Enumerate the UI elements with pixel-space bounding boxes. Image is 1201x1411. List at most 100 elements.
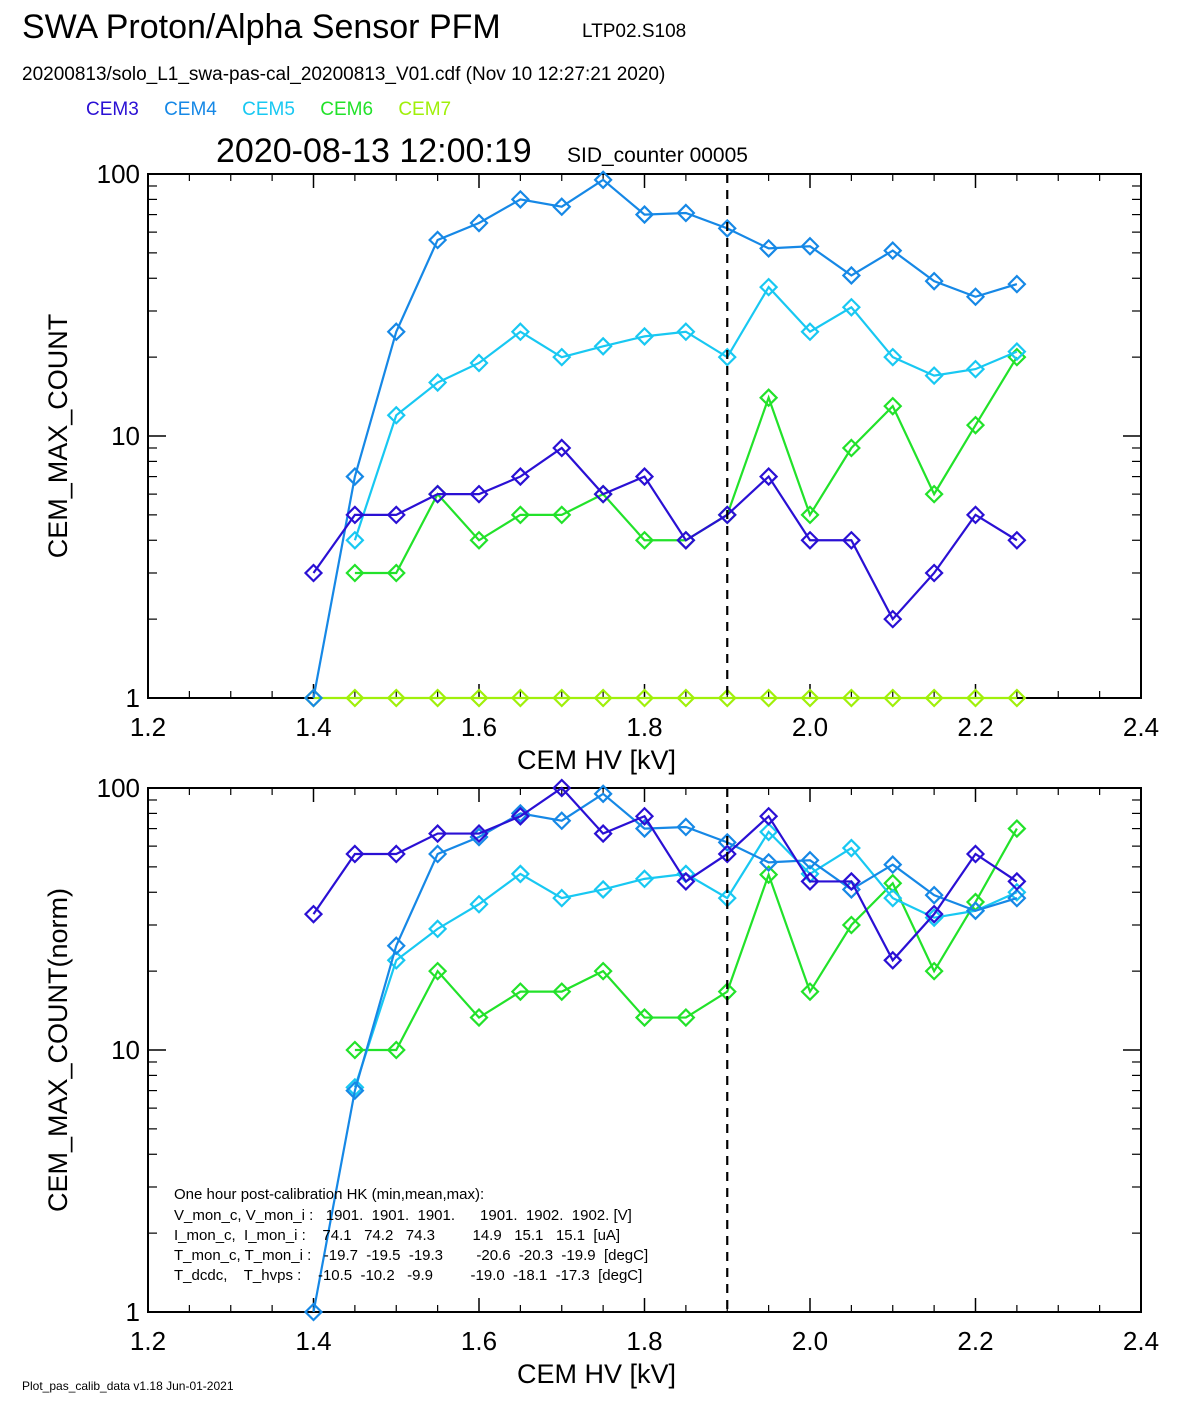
data-point	[676, 871, 696, 891]
data-point	[593, 170, 613, 190]
data-point	[428, 824, 448, 844]
data-point	[510, 864, 530, 884]
data-point	[841, 688, 861, 708]
data-point	[717, 832, 737, 852]
x-tick-label: 1.4	[295, 712, 331, 742]
data-point	[800, 322, 820, 342]
data-point	[759, 806, 779, 826]
data-point	[800, 982, 820, 1002]
data-point	[841, 871, 861, 891]
data-point	[386, 322, 406, 342]
data-point	[759, 852, 779, 872]
data-point	[593, 484, 613, 504]
y-tick-label: 1	[126, 683, 140, 713]
data-point	[593, 824, 613, 844]
data-point	[345, 1040, 365, 1060]
data-point	[800, 530, 820, 550]
data-point	[469, 530, 489, 550]
data-point	[924, 885, 944, 905]
x-tick-label: 1.2	[130, 712, 166, 742]
data-point	[883, 688, 903, 708]
x-tick-label: 2.4	[1123, 712, 1159, 742]
x-tick-label: 1.8	[626, 712, 662, 742]
series-cem3	[303, 778, 1027, 970]
hk-row: T_dcdc, T_hvps : -10.5 -10.2 -9.9 -19.0 …	[174, 1267, 642, 1284]
y-tick-label: 10	[111, 1035, 140, 1065]
plot-frame	[147, 173, 1142, 699]
chart-panel-2: 1.2 1.4 1.6 1.8 2.0 2.2 2.4 1 10 100 CEM HV [kV] CE…	[43, 773, 1159, 1389]
data-point	[965, 415, 986, 435]
legend-cem7: CEM7	[398, 99, 452, 120]
x-tick-label: 1.6	[461, 712, 497, 742]
data-point	[1007, 882, 1027, 902]
series-cem6	[345, 819, 1027, 1060]
data-point	[1007, 530, 1027, 550]
data-point	[965, 287, 986, 307]
data-point	[800, 871, 820, 891]
data-point	[593, 961, 613, 981]
x-axis-label: CEM HV [kV]	[517, 745, 676, 775]
data-point	[924, 271, 944, 291]
data-point	[386, 563, 406, 583]
data-point	[924, 908, 944, 928]
data-point	[469, 484, 489, 504]
data-point	[345, 530, 365, 550]
data-point	[510, 982, 530, 1002]
data-point	[428, 844, 448, 864]
data-point	[634, 205, 655, 225]
series-line	[353, 285, 1018, 541]
data-point	[676, 203, 696, 223]
x-tick-label: 2.0	[792, 1326, 828, 1356]
data-point	[1007, 688, 1027, 708]
data-point	[386, 505, 406, 525]
data-point	[717, 218, 737, 238]
data-point	[510, 688, 530, 708]
data-point	[428, 688, 448, 708]
data-point	[676, 322, 696, 342]
data-point	[676, 817, 696, 837]
x-tick-label: 1.6	[461, 1326, 497, 1356]
data-point	[634, 467, 655, 487]
data-point	[800, 505, 820, 525]
data-point	[469, 824, 489, 844]
data-point	[1007, 871, 1027, 891]
data-point	[965, 688, 986, 708]
data-point	[965, 505, 986, 525]
chart-panel-1: 1.2 1.4 1.6 1.8 2.0 2.2 2.4 1 10 100 CEM HV [kV] CE…	[43, 159, 1159, 775]
data-point	[634, 688, 655, 708]
data-point	[841, 838, 861, 858]
data-point	[593, 336, 613, 356]
series-cem6	[345, 347, 1027, 583]
legend-cem4: CEM4	[164, 99, 217, 120]
data-point	[717, 505, 737, 525]
data-point	[552, 778, 572, 798]
run-id: LTP02.S108	[582, 21, 687, 42]
data-point	[759, 388, 779, 408]
data-point	[759, 688, 779, 708]
sid-counter: SID_counter 00005	[567, 144, 748, 167]
data-point	[345, 844, 365, 864]
data-point	[510, 467, 530, 487]
data-point	[965, 844, 986, 864]
y-tick-label: 1	[126, 1297, 140, 1327]
data-point	[469, 353, 489, 373]
data-point	[676, 1007, 696, 1028]
data-point	[386, 405, 406, 425]
data-point	[841, 297, 861, 317]
data-point	[345, 563, 365, 583]
data-point	[634, 530, 655, 550]
data-point	[552, 438, 572, 458]
data-point	[510, 189, 530, 209]
series-line	[312, 446, 1018, 622]
data-point	[510, 505, 530, 525]
data-point	[800, 850, 820, 870]
data-point	[552, 197, 572, 217]
data-point	[552, 505, 572, 525]
data-point	[965, 359, 986, 379]
data-point	[345, 1081, 365, 1101]
series-line	[312, 792, 1018, 1313]
data-point	[303, 688, 324, 708]
hk-row: V_mon_c, V_mon_i : 1901. 1901. 1901. 190…	[174, 1207, 632, 1224]
data-point	[841, 915, 861, 935]
data-point	[303, 563, 324, 583]
